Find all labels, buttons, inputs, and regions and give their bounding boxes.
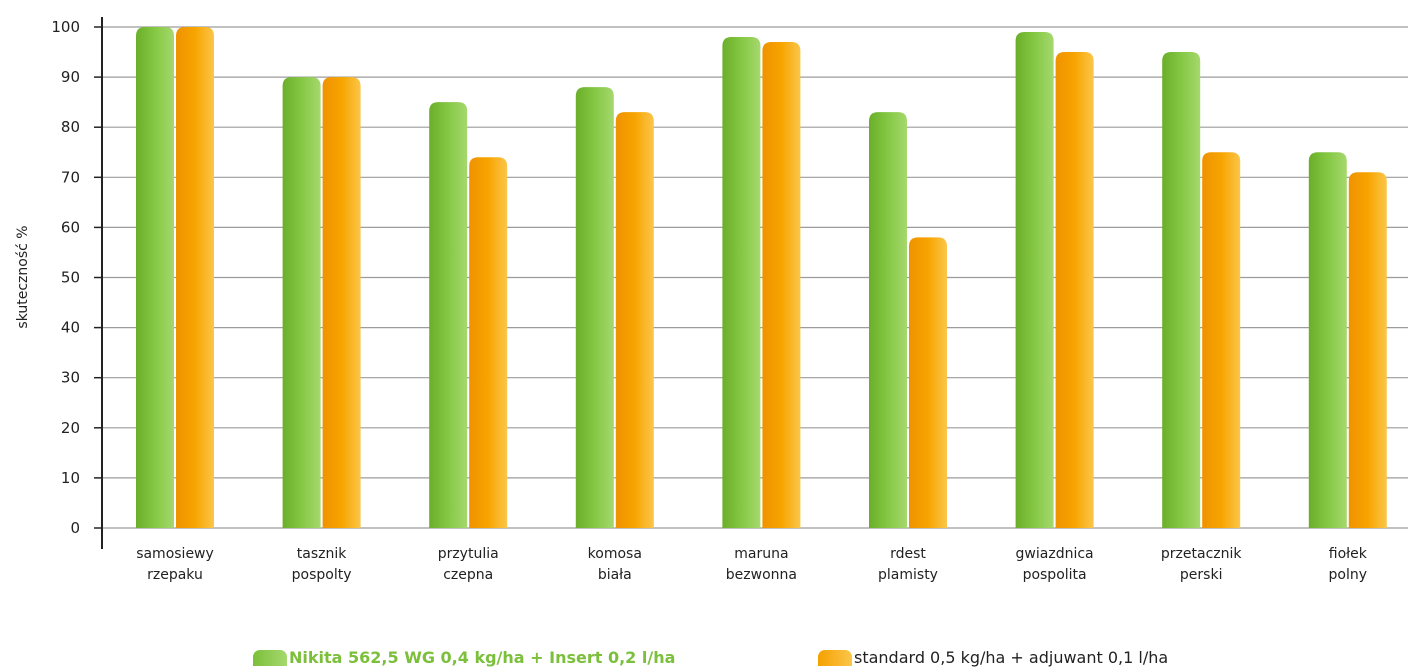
- bar-nikita-7: [1162, 52, 1201, 529]
- bar-standard-8: [1348, 172, 1387, 529]
- axes: [94, 17, 103, 549]
- bar-standard-5: [909, 237, 947, 529]
- x-category-labels: samosiewy rzepaku tasznik pospolty przytulia…: [136, 546, 1368, 583]
- legend-swatch-green: [253, 650, 287, 666]
- y-tick-label-10: 10: [61, 469, 80, 487]
- y-tick-label-80: 80: [61, 118, 80, 136]
- x-category-label-1: tasznik pospolty: [292, 546, 352, 583]
- legend-swatch-orange: [818, 650, 852, 666]
- bar-nikita-2: [429, 102, 468, 529]
- bar-standard-4: [762, 42, 801, 528]
- y-tick-label-90: 90: [61, 68, 80, 86]
- y-tick-label-60: 60: [61, 218, 80, 236]
- bar-nikita-0: [136, 27, 174, 528]
- bar-standard-6: [1055, 52, 1094, 529]
- legend-label: Nikita 562,5 WG 0,4 kg/ha + Insert 0,2 l…: [289, 648, 676, 667]
- bar-nikita-8: [1308, 152, 1347, 528]
- bar-standard-1: [322, 77, 361, 528]
- bar-chart: 0 10 20 30 40 50 60 70 80 90 100 samosiewy rzepaku t…: [15, 17, 1408, 583]
- y-tick-label-20: 20: [61, 419, 80, 437]
- bars: [136, 27, 1387, 529]
- x-category-label-8: fiołek polny: [1329, 546, 1368, 583]
- x-category-label-3: komosa biała: [588, 546, 642, 583]
- bar-nikita-1: [282, 77, 321, 528]
- y-tick-label-0: 0: [70, 519, 80, 537]
- y-tick-label-50: 50: [61, 269, 80, 287]
- x-category-label-5: rdest plamisty: [878, 546, 938, 583]
- bar-nikita-4: [722, 37, 761, 529]
- y-tick-labels: 0 10 20 30 40 50 60 70 80 90 100: [51, 18, 80, 537]
- legend: Nikita 562,5 WG 0,4 kg/ha + Insert 0,2 l…: [0, 648, 1408, 670]
- x-category-label-6: gwiazdnica pospolita: [1016, 546, 1094, 583]
- legend-label: standard 0,5 kg/ha + adjuwant 0,1 l/ha: [854, 648, 1169, 667]
- bar-standard-2: [469, 157, 508, 528]
- y-tick-label-100: 100: [51, 18, 80, 36]
- y-tick-label-30: 30: [61, 369, 80, 387]
- bar-nikita-6: [1015, 32, 1054, 528]
- bar-nikita-5: [869, 112, 907, 529]
- bar-standard-3: [615, 112, 654, 529]
- x-category-label-7: przetacznik perski: [1161, 546, 1242, 583]
- bar-nikita-3: [575, 87, 614, 529]
- x-category-label-4: maruna bezwonna: [726, 546, 797, 583]
- bar-standard-0: [176, 27, 214, 528]
- x-category-label-2: przytulia czepna: [438, 546, 499, 583]
- x-category-label-0: samosiewy rzepaku: [136, 546, 214, 583]
- legend-item-standard: standard 0,5 kg/ha + adjuwant 0,1 l/ha: [818, 648, 1168, 668]
- bar-standard-7: [1202, 152, 1241, 528]
- y-tick-label-70: 70: [61, 168, 80, 186]
- legend-item-nikita: Nikita 562,5 WG 0,4 kg/ha + Insert 0,2 l…: [253, 648, 675, 668]
- y-tick-label-40: 40: [61, 319, 80, 337]
- y-axis-label: skuteczność %: [15, 225, 31, 328]
